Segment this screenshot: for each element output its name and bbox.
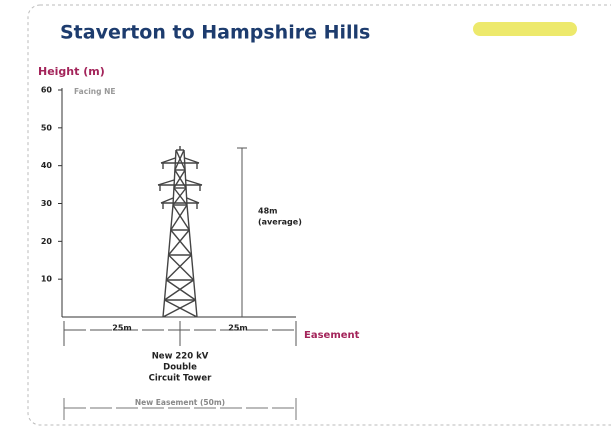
tower <box>157 146 203 318</box>
y-tick-label: 40 <box>41 161 53 170</box>
tower-member <box>172 149 177 206</box>
tower-member <box>164 279 195 301</box>
new-easement-line <box>63 398 297 420</box>
y-tick-label: 60 <box>41 86 53 95</box>
frame <box>27 4 611 426</box>
tower-member <box>183 149 188 206</box>
tower-member <box>173 187 188 206</box>
tower-label: Circuit Tower <box>149 374 212 384</box>
tower-member <box>162 299 196 318</box>
easement-line <box>63 321 297 346</box>
tower-member <box>165 254 192 281</box>
easement-left: 25m <box>112 324 131 333</box>
easement-label: Easement <box>304 330 360 341</box>
y-tick-label: 10 <box>41 275 53 284</box>
facing-note: Facing NE <box>74 87 115 96</box>
axis-label: Height (m) <box>38 65 105 78</box>
tower-member <box>164 299 198 318</box>
tower-member <box>165 279 196 301</box>
y-tick-label: 30 <box>41 199 53 208</box>
new-easement-label: New Easement (50m) <box>135 398 225 407</box>
tower-label: Double <box>163 363 197 373</box>
tower-member <box>157 179 175 186</box>
tower-member <box>186 197 200 204</box>
tower-member <box>170 229 193 256</box>
tower-member <box>160 197 174 204</box>
y-tick-label: 50 <box>41 123 53 132</box>
height-label: (average) <box>258 218 302 227</box>
tower-member <box>168 254 195 281</box>
tower-member <box>175 149 186 171</box>
tower-member <box>167 229 190 256</box>
easement-right: 25m <box>228 324 247 333</box>
tower-member <box>160 157 176 164</box>
tower-member <box>170 204 188 231</box>
y-tick-label: 20 <box>41 237 53 246</box>
tower-member <box>162 204 174 318</box>
tower-member <box>185 179 203 186</box>
tower-member <box>172 204 190 231</box>
tower-member <box>172 187 187 206</box>
height-label: 48m <box>258 207 277 216</box>
tower-member <box>186 204 198 318</box>
tower-member <box>174 149 185 171</box>
title: Staverton to Hampshire Hills <box>60 22 370 44</box>
pill <box>473 22 577 36</box>
tower-member <box>184 157 200 164</box>
tower-label: New 220 kV <box>152 352 209 362</box>
